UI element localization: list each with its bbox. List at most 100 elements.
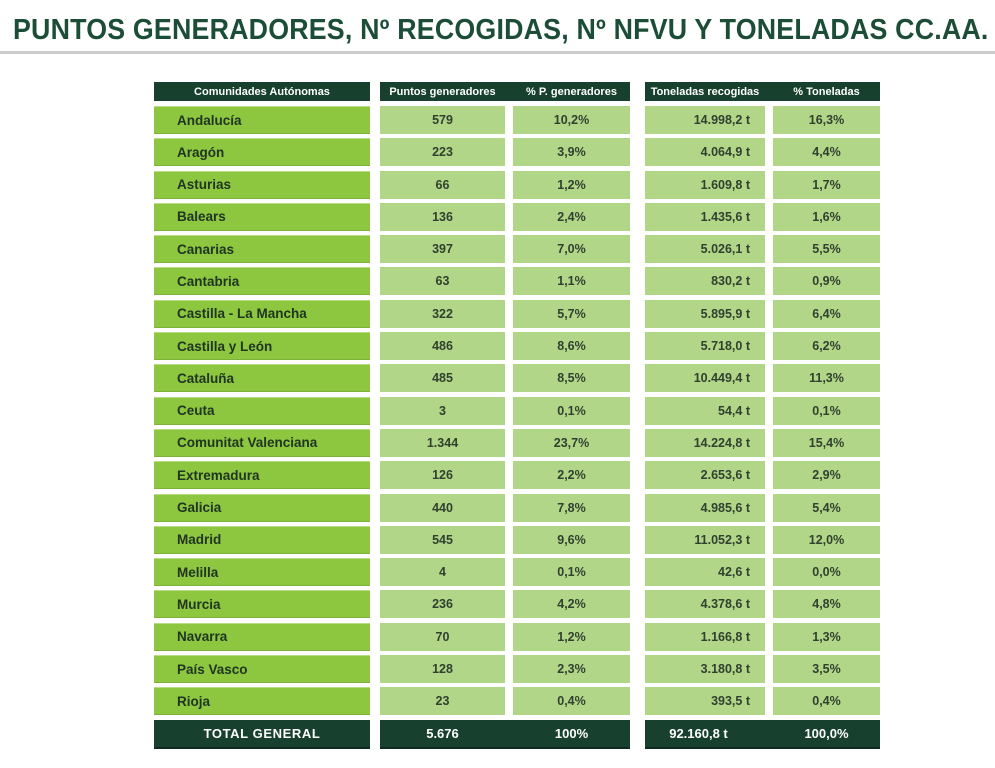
total-puntos-group: 5.676 100%: [380, 719, 630, 749]
toneladas-cell: 393,5 t: [645, 687, 765, 716]
puntos-cell: 63: [380, 267, 505, 296]
pct-puntos-cell: 8,5%: [513, 364, 630, 393]
pct-puntos-cell: 10,2%: [513, 106, 630, 134]
spacer: [505, 720, 513, 747]
spacer: [630, 267, 645, 295]
col-header-group-toneladas: Toneladas recogidas % Toneladas: [645, 82, 880, 101]
pct-toneladas-cell: 2,9%: [773, 461, 880, 490]
puntos-cell: 1.344: [380, 428, 505, 457]
pct-puntos-cell: 2,2%: [513, 461, 630, 490]
spacer: [765, 429, 773, 457]
col-header-pct-generadores: % P. generadores: [526, 85, 617, 98]
table-row-asturias: Asturias 66 1,2% 1.609,8 t 1,7%: [154, 170, 880, 199]
community-name-cell: Andalucía: [154, 106, 370, 134]
spacer: [370, 106, 380, 134]
spacer: [370, 332, 380, 360]
spacer: [505, 267, 513, 295]
puntos-cell: 4: [380, 558, 505, 587]
spacer: [630, 655, 645, 683]
col-header-pct-toneladas: % Toneladas: [793, 85, 860, 98]
spacer: [765, 364, 773, 392]
total-toneladas-cell: 92.160,8 t: [669, 725, 728, 741]
toneladas-cell: 1.609,8 t: [645, 170, 765, 199]
toneladas-cell: 5.026,1 t: [645, 235, 765, 264]
spacer: [765, 590, 773, 618]
toneladas-cell: 1.166,8 t: [645, 622, 765, 651]
table-row-ceuta: Ceuta 3 0,1% 54,4 t 0,1%: [154, 396, 880, 425]
spacer: [765, 397, 773, 425]
spacer: [630, 590, 645, 618]
spacer: [765, 558, 773, 586]
toneladas-cell: 10.449,4 t: [645, 364, 765, 393]
spacer: [370, 590, 380, 618]
pct-toneladas-cell: 6,2%: [773, 332, 880, 361]
pct-toneladas-cell: 4,4%: [773, 138, 880, 167]
spacer: [370, 364, 380, 392]
spacer: [370, 461, 380, 489]
spacer: [505, 429, 513, 457]
pct-toneladas-cell: 6,4%: [773, 299, 880, 328]
col-header-toneladas-recogidas: Toneladas recogidas: [650, 85, 760, 98]
table-row-murcia: Murcia 236 4,2% 4.378,6 t 4,8%: [154, 590, 880, 619]
spacer: [765, 106, 773, 134]
pct-toneladas-cell: 0,1%: [773, 396, 880, 425]
toneladas-cell: 4.985,6 t: [645, 493, 765, 522]
pct-puntos-cell: 1,2%: [513, 622, 630, 651]
spacer: [505, 364, 513, 392]
spacer: [765, 82, 773, 101]
spacer: [505, 655, 513, 683]
community-name-cell: Melilla: [154, 558, 370, 587]
spacer: [765, 332, 773, 360]
toneladas-cell: 11.052,3 t: [645, 525, 765, 554]
toneladas-cell: 1.435,6 t: [645, 202, 765, 231]
spacer: [505, 300, 513, 328]
page-title: PUNTOS GENERADORES, Nº RECOGIDAS, Nº NFV…: [13, 14, 989, 46]
col-header-group-puntos: Puntos generadores % P. generadores: [380, 82, 630, 101]
table-row-extremadura: Extremadura 126 2,2% 2.653,6 t 2,9%: [154, 461, 880, 490]
pct-puntos-cell: 5,7%: [513, 299, 630, 328]
spacer: [765, 526, 773, 554]
puntos-cell: 136: [380, 202, 505, 231]
spacer: [370, 558, 380, 586]
spacer: [370, 203, 380, 231]
spacer: [765, 267, 773, 295]
community-name-cell: Balears: [154, 202, 370, 231]
pct-toneladas-cell: 5,4%: [773, 493, 880, 522]
col-header-comunidades: Comunidades Autónomas: [154, 82, 370, 101]
spacer: [505, 558, 513, 586]
spacer: [370, 300, 380, 328]
puntos-cell: 322: [380, 299, 505, 328]
pct-puntos-cell: 7,8%: [513, 493, 630, 522]
spacer: [765, 623, 773, 651]
toneladas-cell: 14.224,8 t: [645, 428, 765, 457]
spacer: [505, 397, 513, 425]
puntos-cell: 579: [380, 106, 505, 134]
puntos-cell: 486: [380, 332, 505, 361]
pct-toneladas-cell: 16,3%: [773, 106, 880, 134]
spacer: [630, 138, 645, 166]
table-row-cataluna: Cataluña 485 8,5% 10.449,4 t 11,3%: [154, 364, 880, 393]
spacer: [505, 203, 513, 231]
table-row-comunitat-valenciana: Comunitat Valenciana 1.344 23,7% 14.224,…: [154, 428, 880, 457]
pct-toneladas-cell: 12,0%: [773, 525, 880, 554]
spacer: [505, 494, 513, 522]
table-row-madrid: Madrid 545 9,6% 11.052,3 t 12,0%: [154, 525, 880, 554]
community-name-cell: Castilla y León: [154, 332, 370, 361]
table-row-cantabria: Cantabria 63 1,1% 830,2 t 0,9%: [154, 267, 880, 296]
toneladas-cell: 4.378,6 t: [645, 590, 765, 619]
total-toneladas-group: 92.160,8 t 100,0%: [645, 719, 880, 749]
spacer: [370, 494, 380, 522]
pct-toneladas-cell: 0,4%: [773, 687, 880, 716]
pct-puntos-cell: 9,6%: [513, 525, 630, 554]
col-header-puntos-generadores: Puntos generadores: [389, 85, 496, 98]
pct-puntos-cell: 2,4%: [513, 202, 630, 231]
spacer: [630, 397, 645, 425]
table-row-pais-vasco: País Vasco 128 2,3% 3.180,8 t 3,5%: [154, 655, 880, 684]
table-row-canarias: Canarias 397 7,0% 5.026,1 t 5,5%: [154, 235, 880, 264]
spacer: [370, 82, 380, 101]
pct-puntos-cell: 4,2%: [513, 590, 630, 619]
spacer: [370, 655, 380, 683]
table-total-row: TOTAL GENERAL 5.676 100% 92.160,8 t 100,…: [154, 719, 880, 749]
toneladas-cell: 42,6 t: [645, 558, 765, 587]
spacer: [630, 235, 645, 263]
